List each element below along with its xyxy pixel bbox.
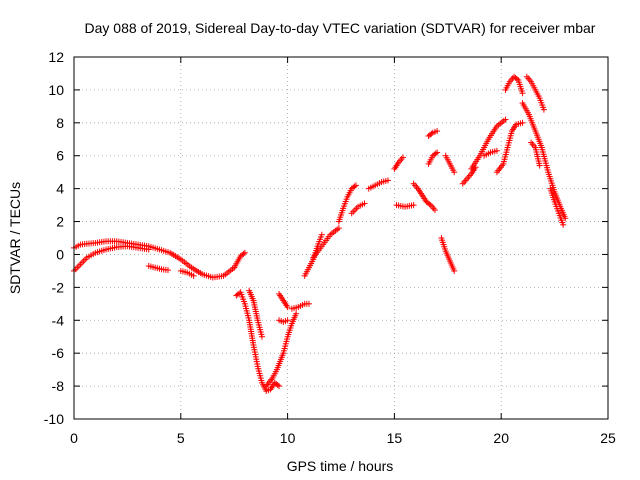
data-point [241, 249, 248, 256]
data-point [284, 304, 291, 311]
x-tick-label: 0 [70, 430, 78, 446]
data-point [361, 200, 368, 207]
data-point [428, 130, 435, 137]
y-axis-title: SDTVAR / TECUs [7, 182, 23, 294]
y-tick-label: 6 [56, 148, 64, 164]
data-point [190, 272, 197, 279]
data-point [434, 149, 441, 156]
y-tick-label: 4 [56, 181, 64, 197]
data-point [502, 116, 509, 123]
data-point [560, 221, 567, 228]
data-point [399, 154, 406, 161]
y-tick-label: 10 [48, 82, 64, 98]
data-point [426, 200, 433, 207]
chart-title: Day 088 of 2019, Sidereal Day-to-day VTE… [85, 20, 596, 36]
x-axis-title: GPS time / hours [287, 458, 394, 474]
y-tick-label: 12 [48, 49, 64, 65]
data-point [240, 250, 247, 257]
data-point [519, 119, 526, 126]
plot-area-frame [73, 56, 609, 420]
data-point [164, 267, 171, 274]
data-point [318, 231, 325, 238]
axis-ticks: 0 5 10 15 20 25 -10 -8 -6 -4 -2 0 2 4 6 8 10 12 [44, 49, 616, 446]
y-tick-label: 8 [56, 115, 64, 131]
data-point [410, 202, 417, 209]
data-point [351, 183, 358, 190]
data-point [432, 150, 439, 157]
data-point [493, 147, 500, 154]
y-tick-label: -2 [52, 279, 65, 295]
x-tick-label: 10 [280, 430, 296, 446]
grid-lines [74, 57, 608, 419]
data-point [434, 128, 441, 135]
y-tick-label: 2 [56, 214, 64, 230]
data-point [540, 106, 547, 113]
data-point [274, 381, 281, 388]
data-point [284, 317, 291, 324]
x-tick-label: 20 [493, 430, 509, 446]
data-point [335, 225, 342, 232]
y-tick-label: -8 [52, 378, 65, 394]
y-tick-label: -10 [44, 411, 64, 427]
data-point [431, 207, 438, 214]
data-point [352, 182, 359, 189]
data-point [513, 75, 520, 82]
data-point [384, 177, 391, 184]
x-tick-label: 5 [177, 430, 185, 446]
data-point [536, 162, 543, 169]
data-point [145, 246, 152, 253]
data-point [258, 333, 265, 340]
data-point [519, 90, 526, 97]
data-point [451, 169, 458, 176]
x-tick-label: 25 [600, 430, 616, 446]
y-tick-label: -6 [52, 345, 65, 361]
data-point [293, 310, 300, 317]
data-point [305, 300, 312, 307]
data-points [71, 73, 569, 395]
data-point [276, 383, 283, 390]
data-point [451, 267, 458, 274]
y-tick-label: -4 [52, 312, 65, 328]
y-tick-label: 0 [56, 246, 64, 262]
x-tick-label: 15 [387, 430, 403, 446]
